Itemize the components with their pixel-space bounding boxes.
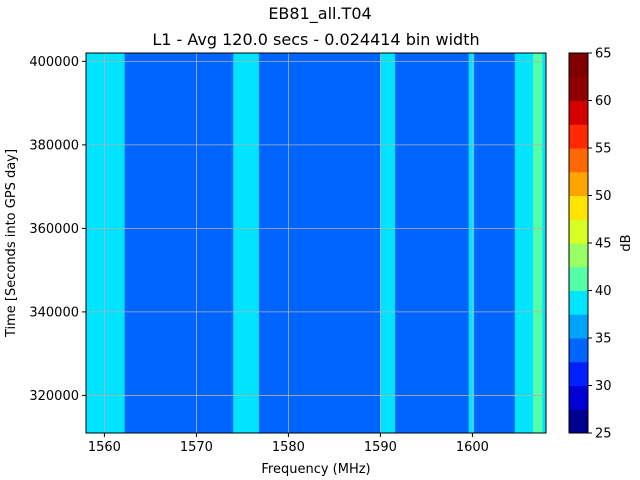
y-tick-label-1: 340000 xyxy=(29,305,79,320)
colorbar-tick-label-5: 50 xyxy=(595,189,612,204)
heatmap-band-2 xyxy=(380,53,396,433)
colorbar-tick-label-6: 55 xyxy=(595,142,612,157)
plot-area xyxy=(85,52,547,434)
heatmap-band-0 xyxy=(86,53,125,433)
heatmap-band-1 xyxy=(233,53,259,433)
colorbar-tick-label-2: 35 xyxy=(595,332,612,347)
chart-subtitle: L1 - Avg 120.0 secs - 0.024414 bin width xyxy=(152,30,479,49)
x-axis-label: Frequency (MHz) xyxy=(261,462,370,477)
y-axis-label: Time [Seconds into GPS day] xyxy=(4,149,19,338)
colorbar-tick-label-1: 30 xyxy=(595,379,612,394)
colorbar-tick-label-8: 65 xyxy=(595,47,612,62)
y-tick-label-2: 360000 xyxy=(29,222,79,237)
heatmap-base xyxy=(86,53,546,433)
heatmap-band-3 xyxy=(468,53,475,433)
colorbar-segment-13 xyxy=(569,100,588,125)
x-tick-label-1: 1570 xyxy=(180,440,213,455)
x-tick-label-2: 1580 xyxy=(272,440,305,455)
grid-lines xyxy=(86,53,546,433)
colorbar-segment-7 xyxy=(569,243,588,268)
colorbar-segment-15 xyxy=(569,53,588,78)
chart-title: EB81_all.T04 xyxy=(268,4,371,24)
colorbar-segment-2 xyxy=(569,361,588,386)
colorbar-tick-label-0: 25 xyxy=(595,427,612,442)
x-tick-label-0: 1560 xyxy=(88,440,121,455)
x-tick-label-3: 1590 xyxy=(364,440,397,455)
heatmap xyxy=(86,53,546,433)
colorbar-tick-label-4: 45 xyxy=(595,237,612,252)
colorbar-segment-14 xyxy=(569,76,588,101)
y-tick-label-0: 320000 xyxy=(29,389,79,404)
heatmap-band-5 xyxy=(533,53,543,433)
colorbar-segment-11 xyxy=(569,148,588,173)
y-tick-label-3: 380000 xyxy=(29,138,79,153)
colorbar: 25 30 35 40 45 50 55 60 65 xyxy=(568,47,612,442)
colorbar-tick-label-3: 40 xyxy=(595,284,612,299)
y-axis: 320000 340000 360000 380000 400000 xyxy=(29,55,86,404)
colorbar-segment-1 xyxy=(569,385,588,410)
colorbar-tick-label-7: 60 xyxy=(595,94,612,109)
colorbar-segment-8 xyxy=(569,219,588,244)
colorbar-segment-10 xyxy=(569,171,588,196)
colorbar-segment-3 xyxy=(569,338,588,363)
colorbar-segment-5 xyxy=(569,290,588,315)
y-tick-label-4: 400000 xyxy=(29,55,79,70)
colorbar-segment-6 xyxy=(569,266,588,291)
colorbar-segment-4 xyxy=(569,314,588,339)
colorbar-segment-12 xyxy=(569,124,588,149)
x-tick-label-4: 1600 xyxy=(456,440,489,455)
colorbar-label: dB xyxy=(619,234,634,251)
x-axis: 1560 1570 1580 1590 1600 xyxy=(88,433,489,455)
colorbar-segment-9 xyxy=(569,195,588,220)
plot-frame xyxy=(85,52,547,434)
colorbar-segment-0 xyxy=(569,409,588,434)
